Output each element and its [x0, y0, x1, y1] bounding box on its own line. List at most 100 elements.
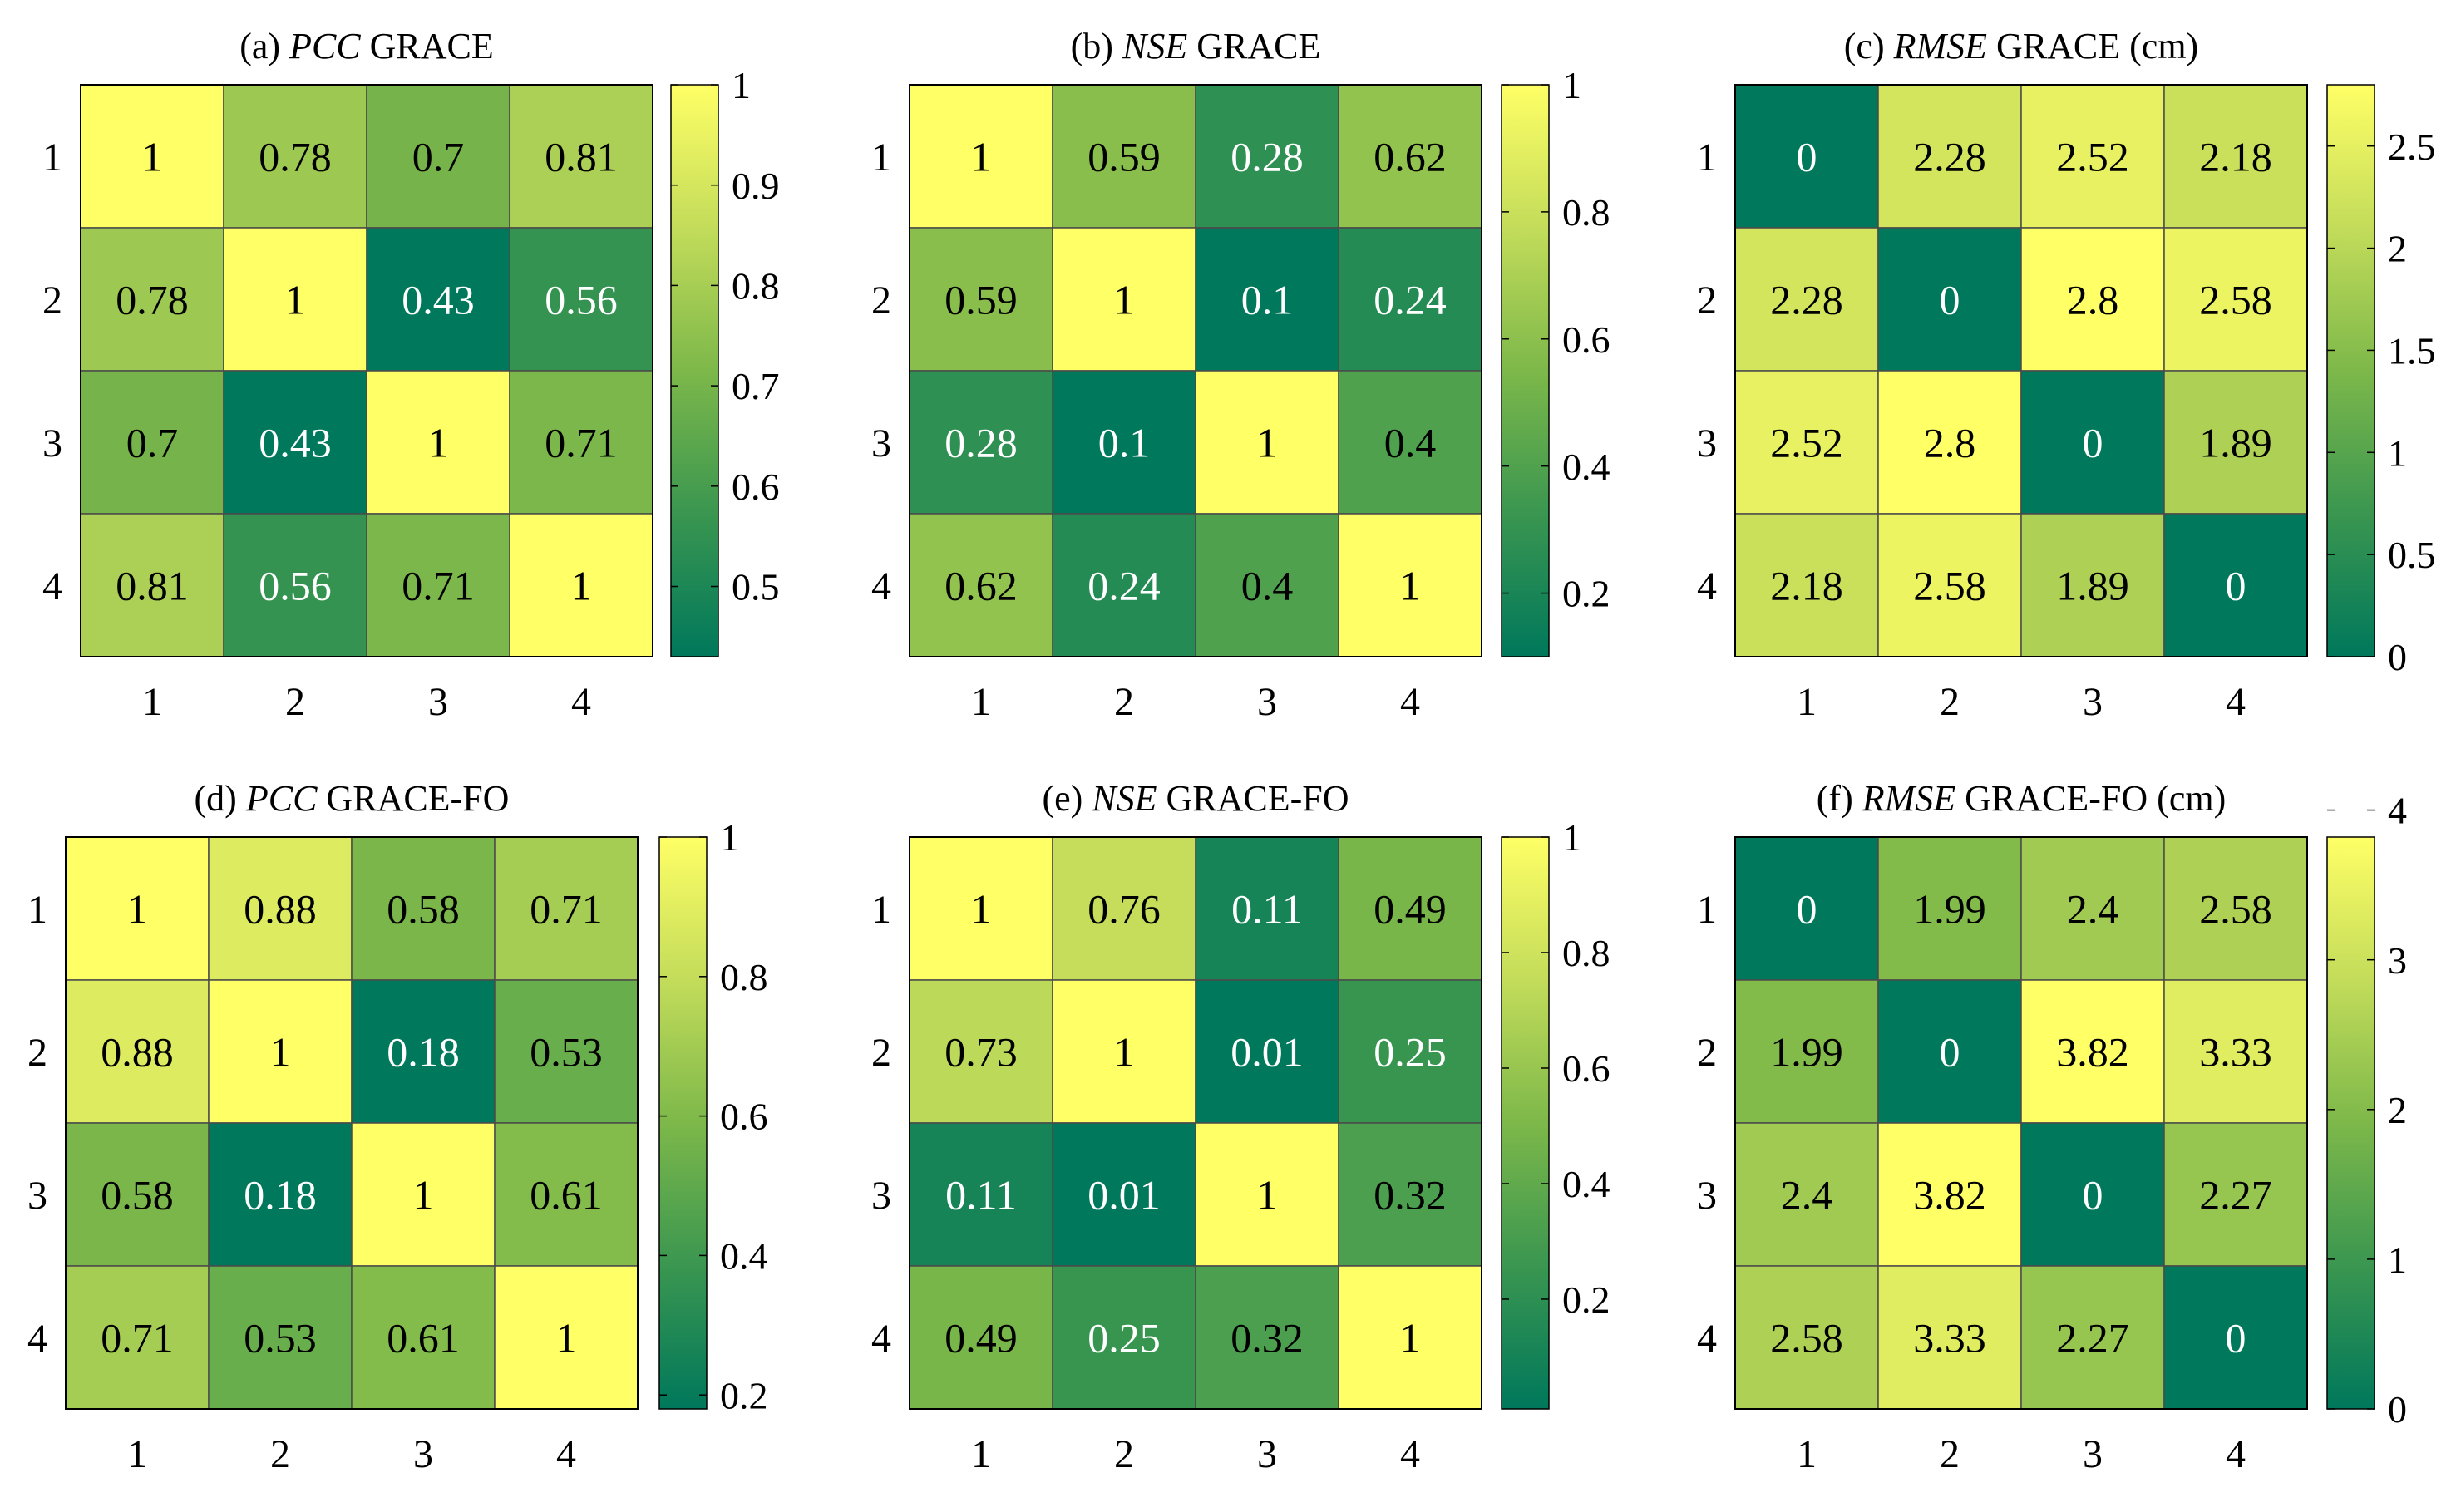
cell-value-label: 1 [571, 563, 592, 609]
heatmap-cell [2020, 227, 2165, 372]
heatmap-frame [909, 84, 1482, 657]
metric-name: PCC [289, 26, 361, 66]
metric-name: RMSE [1862, 778, 1956, 819]
heatmap-cell [1877, 513, 2022, 657]
cell-value-label: 1 [1257, 420, 1278, 466]
heatmap-cell [1877, 1265, 2022, 1410]
colorbar [2326, 84, 2375, 657]
heatmap-cell [2163, 1122, 2308, 1267]
heatmap-cell [65, 979, 210, 1124]
heatmap-frame [1734, 84, 2308, 657]
heatmap-cell [351, 1122, 496, 1267]
colorbar [670, 84, 719, 657]
colorbar-tick-label: 1 [1562, 816, 1581, 859]
x-tick-label: 2 [285, 680, 305, 724]
panel-label: (b) [1071, 26, 1122, 66]
heatmap-cell [1052, 1265, 1196, 1410]
heatmap-cell [1052, 84, 1196, 229]
metric-name: NSE [1122, 26, 1187, 66]
cell-value-label: 3.82 [2056, 1029, 2129, 1076]
panel-title: (d) PCC GRACE-FO [195, 778, 510, 819]
cell-value-label: 0.24 [1374, 277, 1447, 323]
cell-value-label: 0.32 [1230, 1315, 1304, 1362]
colorbar-tick-label: 1 [732, 64, 751, 106]
heatmap-cell [1338, 1122, 1482, 1267]
x-tick-label: 2 [1940, 1432, 1960, 1476]
panel-label: (c) [1844, 26, 1894, 66]
heatmap-frame [65, 836, 639, 1410]
cell-value-label: 0.61 [530, 1172, 603, 1219]
heatmap-cell [1734, 1122, 1879, 1267]
cell-value-label: 0 [1940, 1029, 1960, 1076]
heatmap-cell [1338, 84, 1482, 229]
colorbar-tick-label: 1.5 [2388, 330, 2436, 372]
cell-value-label: 1 [1257, 1172, 1278, 1219]
cell-value-label: 0.81 [545, 134, 618, 180]
heatmap-cell [2163, 84, 2308, 229]
y-tick-label: 4 [871, 1317, 891, 1361]
colorbar-tick-label: 2 [2388, 228, 2407, 270]
cell-value-label: 0.4 [1241, 563, 1294, 609]
cell-value-label: 0.73 [944, 1029, 1018, 1076]
panel-title: (a) PCC GRACE [239, 26, 494, 66]
cell-value-label: 0.49 [1374, 886, 1447, 933]
cell-value-label: 0.59 [1087, 134, 1161, 180]
cell-value-label: 0 [1797, 886, 1817, 933]
cell-value-label: 0.71 [101, 1315, 174, 1362]
panel-suffix: GRACE-FO [1157, 778, 1349, 819]
colorbar-tick-label: 0.4 [1562, 1163, 1610, 1205]
colorbar-tick-label: 0 [2388, 1388, 2407, 1431]
cell-value-label: 0.59 [944, 277, 1018, 323]
heatmap-cell [494, 1122, 639, 1267]
heatmap-cell [494, 836, 639, 981]
heatmap-cell [909, 979, 1053, 1124]
cell-value-label: 2.58 [2199, 277, 2272, 323]
x-tick-label: 3 [413, 1432, 433, 1476]
cell-value-label: 0 [2226, 563, 2246, 609]
panel-d: (d) PCC GRACE-FO 1 0.88 0.58 0.71 0.88 1 0.18 0.… [27, 778, 768, 1476]
cell-value-label: 1 [1114, 1029, 1135, 1076]
x-tick-label: 4 [2226, 680, 2246, 724]
cell-value-label: 2.4 [2067, 886, 2119, 933]
cell-value-label: 2.58 [1770, 1315, 1843, 1362]
y-tick-label: 3 [1697, 1174, 1717, 1218]
cell-value-label: 2.27 [2199, 1172, 2272, 1219]
heatmap-cell [2163, 1265, 2308, 1410]
heatmap-cell [509, 227, 653, 372]
cell-value-label: 0.32 [1374, 1172, 1447, 1219]
cell-value-label: 1.89 [2056, 563, 2129, 609]
heatmap-cell [1052, 979, 1196, 1124]
panel-suffix: GRACE [1187, 26, 1320, 66]
cell-value-label: 0.18 [244, 1172, 317, 1219]
cell-value-label: 0 [2083, 1172, 2103, 1219]
colorbar-tick-label: 0.6 [732, 465, 780, 508]
metric-name: NSE [1091, 778, 1157, 819]
cell-value-label: 0.78 [259, 134, 332, 180]
heatmap-cell [1734, 227, 1879, 372]
cell-value-label: 0.28 [1230, 134, 1304, 180]
panel-suffix: GRACE-FO [317, 778, 509, 819]
heatmap-cell [208, 1265, 353, 1410]
panel-label: (d) [195, 778, 246, 819]
y-tick-label: 2 [27, 1031, 47, 1075]
cell-value-label: 3.82 [1913, 1172, 1986, 1219]
y-tick-label: 2 [871, 278, 891, 323]
heatmap-cell [2020, 979, 2165, 1124]
cell-value-label: 0.43 [402, 277, 475, 323]
heatmap-cell [1877, 227, 2022, 372]
heatmap-cell [1195, 227, 1339, 372]
heatmap-cell [1338, 1265, 1482, 1410]
heatmap-cell [65, 836, 210, 981]
metric-name: PCC [245, 778, 318, 819]
x-tick-label: 4 [571, 680, 591, 724]
colorbar-tick-label: 0.6 [720, 1096, 768, 1138]
y-tick-label: 2 [1697, 1031, 1717, 1075]
heatmap-cell [1052, 836, 1196, 981]
cell-value-label: 0.18 [387, 1029, 460, 1076]
cell-value-label: 2.18 [1770, 563, 1843, 609]
x-tick-label: 3 [2083, 1432, 2103, 1476]
heatmap-cell [1052, 370, 1196, 515]
cell-value-label: 0.7 [126, 420, 179, 466]
y-tick-label: 4 [1697, 564, 1717, 608]
